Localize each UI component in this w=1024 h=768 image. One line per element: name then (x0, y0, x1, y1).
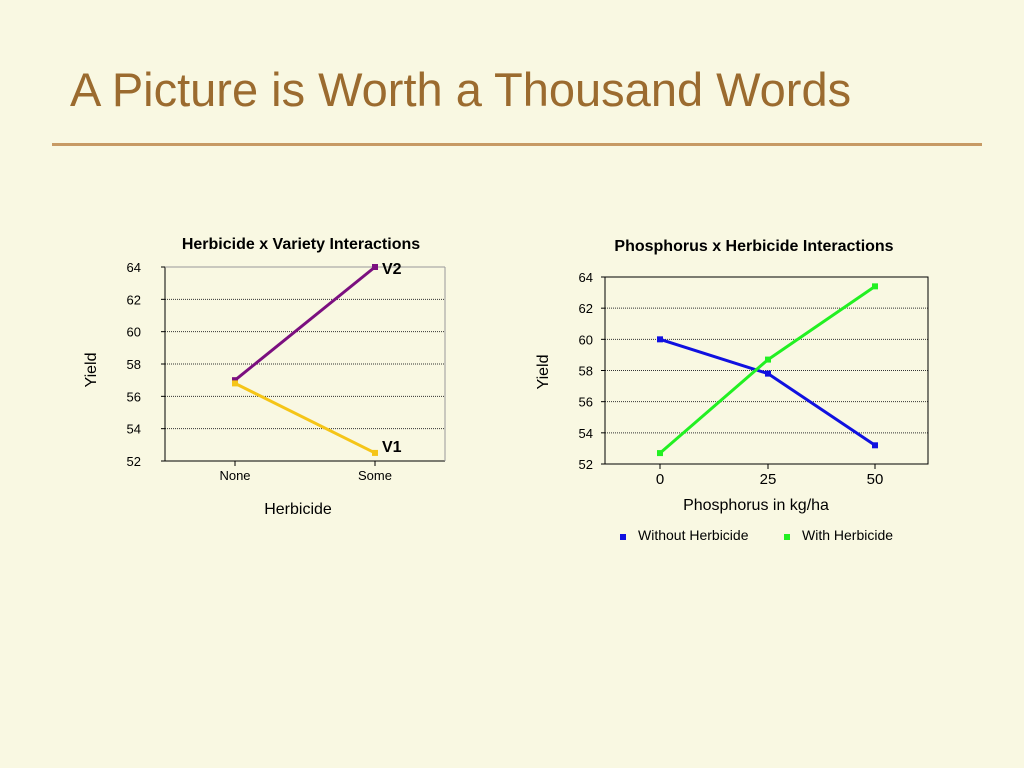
series-label: V2 (382, 261, 402, 278)
series-line (659, 337, 876, 447)
y-axis-label: Yield (535, 355, 552, 390)
x-axis-ticks: None Some (219, 468, 392, 483)
series-lines (657, 283, 878, 457)
legend-swatch (784, 534, 790, 540)
chart-gridlines (605, 276, 928, 434)
data-point (372, 449, 378, 456)
x-tick-label: 50 (867, 471, 884, 488)
y-tick-label: 56 (579, 395, 593, 410)
series-line (234, 265, 376, 382)
chart-title: Herbicide x Variety Interactions (182, 236, 420, 253)
y-tick-label: 54 (127, 422, 141, 437)
plot-frame (161, 266, 446, 466)
title-divider (52, 143, 982, 146)
y-tick-label: 60 (127, 325, 141, 340)
y-tick-label: 64 (127, 260, 141, 275)
slide-title: A Picture is Worth a Thousand Words (70, 63, 852, 116)
series-line (234, 382, 376, 455)
y-tick-label: 54 (579, 426, 593, 441)
data-point (232, 377, 238, 384)
y-axis-ticks: 52 54 56 58 60 62 64 (579, 270, 593, 472)
data-point (657, 336, 663, 343)
y-tick-label: 58 (127, 357, 141, 372)
y-axis-label: Yield (83, 353, 100, 388)
series-lines: V2 V1 (232, 261, 402, 456)
data-point (657, 450, 663, 457)
series-label: V1 (382, 439, 402, 456)
x-tick-label: Some (358, 468, 392, 483)
series-line (659, 285, 876, 455)
data-point (372, 264, 378, 270)
x-axis-label: Herbicide (264, 501, 332, 518)
x-tick-label: None (219, 468, 250, 483)
x-axis-ticks: 0 25 50 (656, 471, 884, 488)
plot-border (604, 276, 929, 465)
plot-frame (601, 276, 929, 469)
data-point (872, 283, 878, 290)
legend-swatch (620, 534, 626, 540)
chart-legend: Without Herbicide With Herbicide (620, 527, 893, 543)
y-axis-ticks: 52 54 56 58 60 62 64 (127, 260, 141, 469)
data-point (232, 380, 238, 387)
legend-label: Without Herbicide (638, 527, 749, 543)
data-point (765, 370, 771, 377)
data-point (872, 442, 878, 449)
data-point (765, 356, 771, 363)
y-tick-label: 52 (579, 457, 593, 472)
y-tick-label: 60 (579, 332, 593, 347)
y-tick-label: 62 (127, 292, 141, 307)
x-tick-label: 0 (656, 471, 664, 488)
legend-label: With Herbicide (802, 527, 893, 543)
y-tick-label: 52 (127, 454, 141, 469)
y-tick-label: 64 (579, 270, 593, 285)
y-tick-label: 58 (579, 364, 593, 379)
x-tick-label: 25 (760, 471, 777, 488)
y-tick-label: 56 (127, 389, 141, 404)
x-axis-label: Phosphorus in kg/ha (683, 497, 829, 514)
chart-title: Phosphorus x Herbicide Interactions (614, 238, 893, 255)
y-tick-label: 62 (579, 301, 593, 316)
